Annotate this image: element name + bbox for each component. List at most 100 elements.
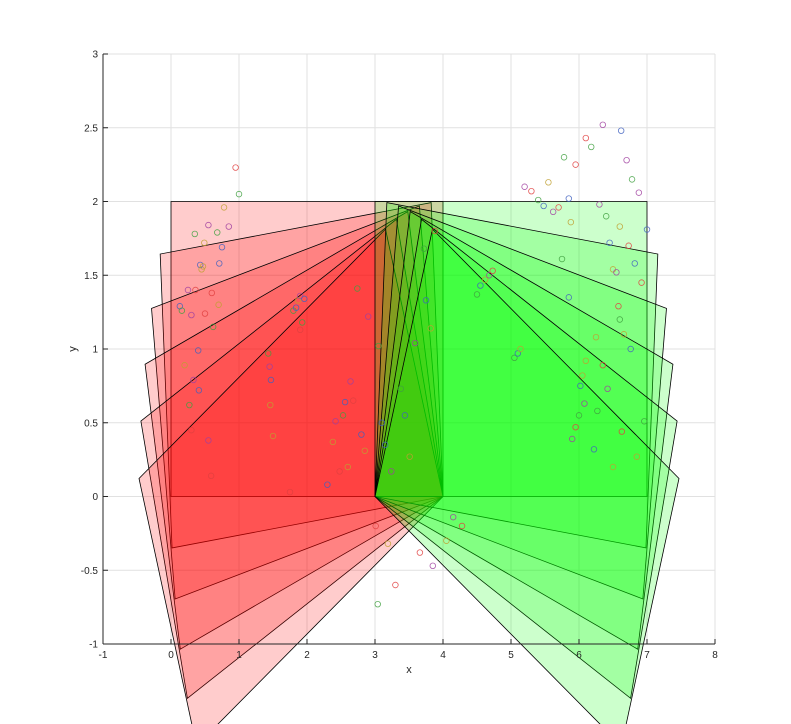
data-point — [458, 522, 466, 530]
data-point — [609, 463, 617, 471]
data-point — [625, 242, 632, 249]
data-point — [332, 418, 339, 425]
data-point — [292, 304, 300, 311]
data-point — [188, 426, 195, 434]
data-point — [613, 269, 620, 276]
data-point — [207, 472, 215, 480]
data-point — [190, 376, 197, 384]
data-point — [422, 297, 430, 304]
data-point — [378, 419, 385, 426]
data-point — [201, 310, 209, 317]
data-point — [205, 437, 212, 444]
data-point — [199, 263, 207, 270]
data-point — [406, 453, 413, 460]
data-point — [191, 230, 198, 238]
data-point — [301, 295, 308, 303]
y-tick-label: -0.5 — [81, 566, 99, 577]
data-point — [549, 208, 557, 216]
data-point — [616, 316, 623, 323]
x-tick-label: 7 — [644, 650, 650, 661]
data-point — [365, 313, 372, 320]
data-point — [336, 468, 343, 475]
data-point — [638, 279, 645, 286]
data-point — [372, 522, 379, 530]
data-point — [582, 357, 589, 364]
data-point — [615, 303, 622, 310]
data-point — [572, 423, 579, 431]
data-point — [623, 156, 630, 164]
data-point — [560, 154, 568, 161]
y-tick-label: 2 — [92, 197, 98, 208]
data-point — [358, 431, 365, 438]
data-point — [643, 226, 651, 233]
y-tick-label: -1 — [89, 640, 98, 651]
data-point — [208, 289, 215, 297]
data-point — [592, 334, 600, 341]
data-point — [178, 307, 186, 314]
data-point — [374, 600, 381, 608]
x-tick-label: 6 — [576, 650, 582, 661]
data-point — [486, 272, 493, 279]
data-point — [401, 412, 409, 419]
data-point — [286, 488, 294, 496]
data-point — [618, 428, 626, 435]
data-point — [388, 468, 395, 475]
axes — [102, 53, 716, 645]
data-point — [181, 362, 188, 369]
data-point — [216, 260, 223, 267]
data-point — [579, 372, 586, 379]
data-point — [565, 294, 572, 301]
data-point — [341, 398, 349, 406]
data-point — [631, 260, 638, 267]
data-point — [599, 362, 606, 369]
data-point — [572, 161, 579, 168]
scatter-points — [176, 121, 651, 608]
data-point — [558, 255, 566, 263]
rectangle — [159, 202, 444, 549]
data-point — [569, 435, 576, 443]
y-tick-labels: -1 -0.5 0 0.5 1 1.5 2 2.5 3 — [81, 50, 99, 651]
data-point — [267, 401, 274, 409]
data-point — [617, 127, 625, 134]
data-point — [590, 446, 598, 453]
data-point — [443, 537, 450, 544]
x-tick-label: 0 — [168, 650, 174, 661]
y-axis-label: y — [67, 346, 79, 352]
data-point — [567, 218, 575, 226]
data-point — [633, 453, 640, 460]
x-tick-label: 8 — [712, 650, 718, 661]
data-point — [205, 221, 212, 229]
data-point — [581, 400, 588, 407]
data-point — [267, 376, 275, 384]
data-point — [540, 202, 547, 210]
data-point — [198, 266, 205, 273]
data-point — [194, 347, 202, 354]
data-point — [627, 345, 634, 353]
x-tick-label: 1 — [236, 650, 242, 661]
data-point — [429, 562, 436, 570]
data-point — [339, 412, 347, 419]
data-point — [361, 447, 368, 454]
data-point — [265, 350, 272, 357]
data-point — [220, 204, 228, 211]
data-point — [575, 412, 583, 419]
data-point — [588, 143, 595, 151]
x-tick-label: 2 — [304, 650, 310, 661]
data-point — [420, 245, 428, 252]
data-point — [392, 581, 399, 589]
data-point — [545, 179, 552, 186]
x-tick-labels: -1 0 1 2 3 4 5 6 7 8 — [99, 650, 719, 661]
y-tick-label: 1 — [92, 345, 98, 356]
data-point — [195, 387, 203, 394]
rectangle — [374, 205, 667, 600]
y-tick-label: 1.5 — [84, 271, 98, 282]
data-point — [555, 204, 562, 211]
data-point — [347, 378, 354, 385]
data-point — [375, 342, 382, 350]
data-point — [628, 176, 636, 183]
rectangle — [374, 210, 674, 650]
data-point — [641, 418, 648, 425]
data-point — [209, 323, 217, 331]
data-point — [201, 239, 208, 246]
data-point — [603, 213, 610, 220]
